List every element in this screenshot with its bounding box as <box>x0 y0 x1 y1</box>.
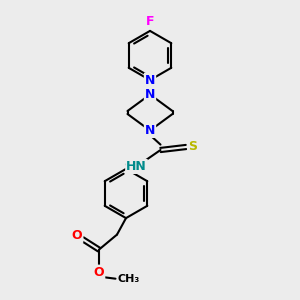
Text: F: F <box>146 15 154 28</box>
Text: O: O <box>72 229 83 242</box>
Text: CH₃: CH₃ <box>118 274 140 284</box>
Text: O: O <box>94 266 104 279</box>
Text: N: N <box>145 74 155 87</box>
Text: HN: HN <box>126 160 147 173</box>
Text: N: N <box>145 124 155 137</box>
Text: S: S <box>188 140 197 154</box>
Text: N: N <box>145 88 155 101</box>
